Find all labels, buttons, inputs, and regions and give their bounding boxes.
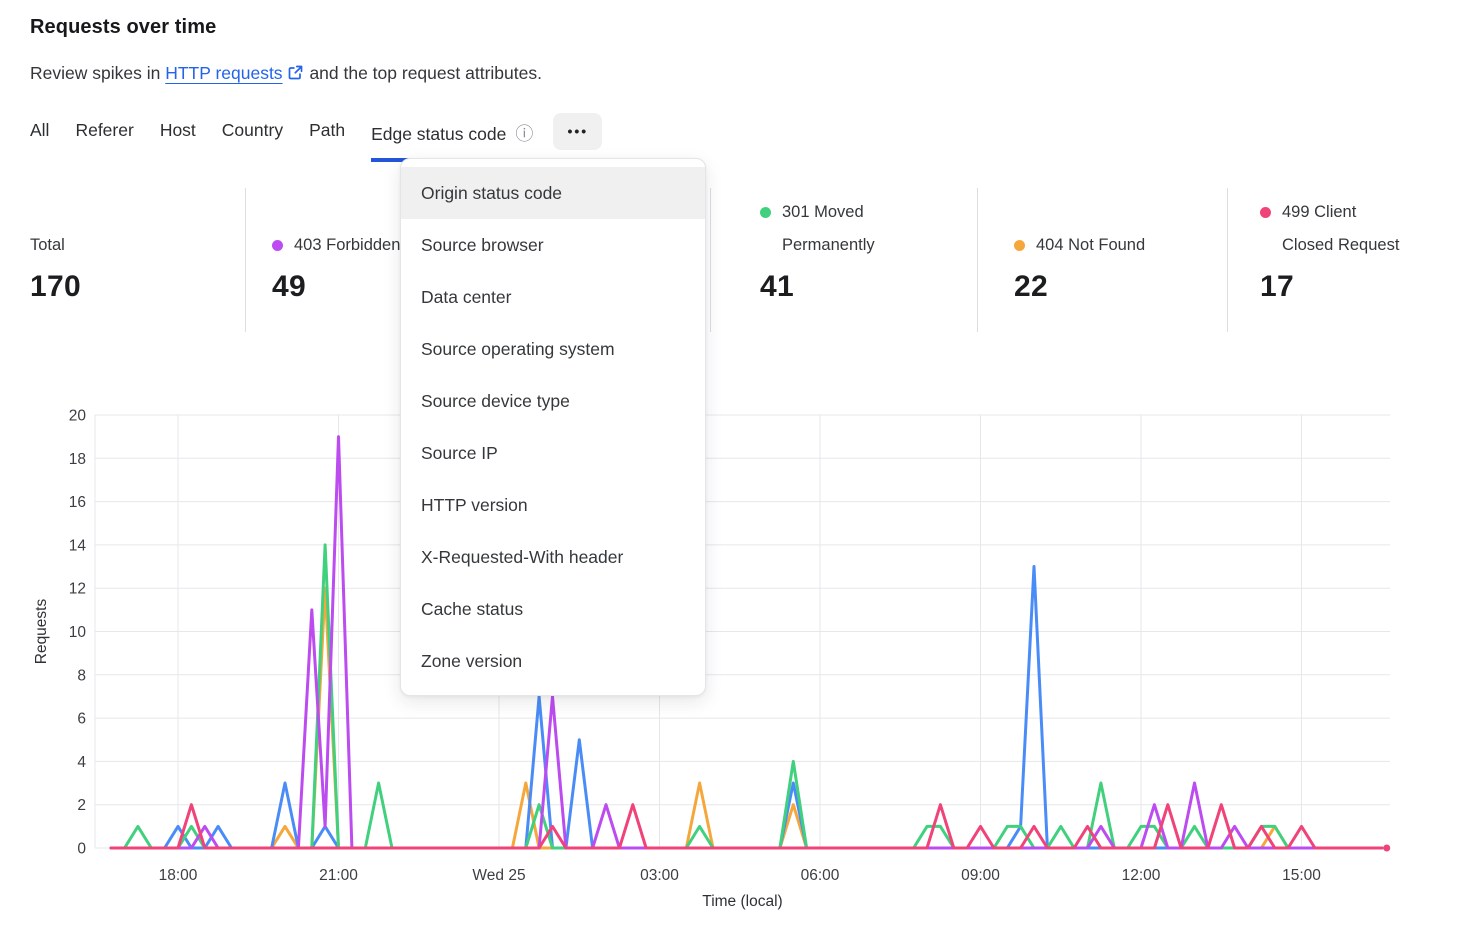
stat-499-client-closed-request: 499 Client Closed Request 17	[1260, 196, 1399, 304]
x-tick-label: 12:00	[1122, 867, 1161, 884]
tab-edge-status-code[interactable]: Edge status code ⓘ	[371, 120, 534, 162]
stat-value: 170	[30, 270, 81, 303]
stat-403-forbidden: 403 Forbidden 49	[272, 196, 400, 304]
stat-label-text: 301 Moved	[782, 203, 864, 221]
menu-item-cache-status[interactable]: Cache status	[421, 598, 524, 619]
x-tick-label: 06:00	[801, 867, 840, 884]
stat-label-text: Closed Request	[1282, 236, 1400, 254]
stat-301-moved-permanently: 301 Moved Permanently 41	[760, 196, 875, 304]
stat-divider	[977, 188, 978, 332]
menu-item-data-center[interactable]: Data center	[421, 286, 512, 307]
x-axis-title: Time (local)	[702, 893, 782, 910]
legend-dot	[1260, 207, 1271, 218]
subtitle-prefix: Review spikes in	[30, 63, 161, 83]
series-end-dot	[1383, 844, 1391, 852]
stat-label-line: Permanently	[760, 229, 875, 262]
tab-label: Path	[309, 120, 346, 140]
stat-label-line: 301 Moved	[760, 196, 875, 229]
stat-label-text: 404 Not Found	[1036, 236, 1146, 254]
y-tick-label: 14	[69, 537, 87, 554]
stat-value: 49	[272, 270, 306, 303]
stat-divider	[710, 188, 711, 332]
legend-dot	[760, 207, 771, 218]
y-tick-label: 18	[69, 451, 86, 468]
y-tick-label: 16	[69, 494, 86, 511]
x-tick-label: 09:00	[961, 867, 1000, 884]
tab-country[interactable]: Country	[222, 120, 283, 153]
tab-label: Country	[221, 120, 284, 140]
series-line-499-client-closed-request	[109, 803, 1384, 850]
info-icon[interactable]: ⓘ	[515, 124, 534, 144]
stat-label-text: Total	[30, 236, 65, 254]
y-tick-label: 0	[77, 841, 86, 858]
y-tick-label: 10	[69, 624, 87, 641]
legend-dot	[1014, 240, 1025, 251]
more-tabs-button[interactable]: •••	[553, 113, 603, 150]
stat-label-line: Closed Request	[1260, 229, 1399, 262]
menu-item-x-requested-with-header[interactable]: X-Requested-With header	[421, 546, 624, 567]
stat-value: 41	[760, 270, 794, 303]
x-tick-label: 15:00	[1282, 867, 1321, 884]
menu-item-zone-version[interactable]: Zone version	[421, 650, 523, 671]
x-tick-label: 03:00	[640, 867, 679, 884]
tab-label: All	[30, 120, 50, 140]
tab-all[interactable]: All	[30, 120, 49, 153]
y-tick-label: 20	[69, 408, 87, 425]
x-tick-label: 21:00	[319, 867, 358, 884]
stat-value: 22	[1014, 270, 1048, 303]
tab-label: Edge status code	[371, 124, 507, 144]
menu-item-source-ip[interactable]: Source IP	[421, 442, 498, 463]
tab-label: Referer	[75, 120, 134, 140]
subtitle-suffix: and the top request attributes.	[309, 63, 542, 83]
stat-divider	[245, 188, 246, 332]
y-tick-label: 6	[77, 711, 86, 728]
x-tick-label: Wed 25	[472, 867, 525, 884]
x-tick-label: 18:00	[159, 867, 198, 884]
stat-value: 17	[1260, 270, 1294, 303]
stat-label-line: 403 Forbidden	[272, 229, 400, 262]
stat-label-text: Permanently	[782, 236, 875, 254]
stat-label-line: 404 Not Found	[1014, 229, 1145, 262]
stat-label-text: 403 Forbidden	[294, 236, 401, 254]
series-line-403-forbidden	[109, 435, 1384, 850]
y-tick-label: 4	[77, 754, 86, 771]
y-tick-label: 12	[69, 581, 86, 598]
tab-path[interactable]: Path	[309, 120, 345, 153]
y-tick-label: 2	[77, 797, 86, 814]
stat-label-text: 499 Client	[1282, 203, 1357, 221]
tab-host[interactable]: Host	[160, 120, 196, 153]
menu-item-source-device-type[interactable]: Source device type	[421, 390, 570, 411]
page-title: Requests over time	[30, 16, 217, 38]
stat-divider	[1227, 188, 1228, 332]
attribute-tabs: All Referer Host Country Path Edge status cod…	[30, 113, 603, 162]
stat-label-line: 499 Client	[1260, 196, 1399, 229]
stat-label-line: Total	[30, 229, 81, 262]
menu-item-source-operating-system[interactable]: Source operating system	[421, 338, 615, 359]
tab-referer[interactable]: Referer	[75, 120, 133, 153]
more-attributes-menu: Origin status code Source browser Data cen…	[400, 158, 706, 696]
menu-item-source-browser[interactable]: Source browser	[421, 234, 544, 255]
stat-total: Total 170	[30, 196, 81, 304]
stat-404-not-found: 404 Not Found 22	[1014, 196, 1145, 304]
menu-item-origin-status-code[interactable]: Origin status code	[401, 167, 705, 219]
legend-dot	[272, 240, 283, 251]
http-requests-link[interactable]: HTTP requests	[165, 63, 283, 83]
page-subtitle: Review spikes in HTTP requests and the t…	[30, 63, 542, 85]
tab-label: Host	[159, 120, 196, 140]
external-link-icon	[288, 64, 303, 85]
y-tick-label: 8	[77, 667, 86, 684]
menu-item-http-version[interactable]: HTTP version	[421, 494, 528, 515]
y-axis-title: Requests	[33, 599, 50, 665]
